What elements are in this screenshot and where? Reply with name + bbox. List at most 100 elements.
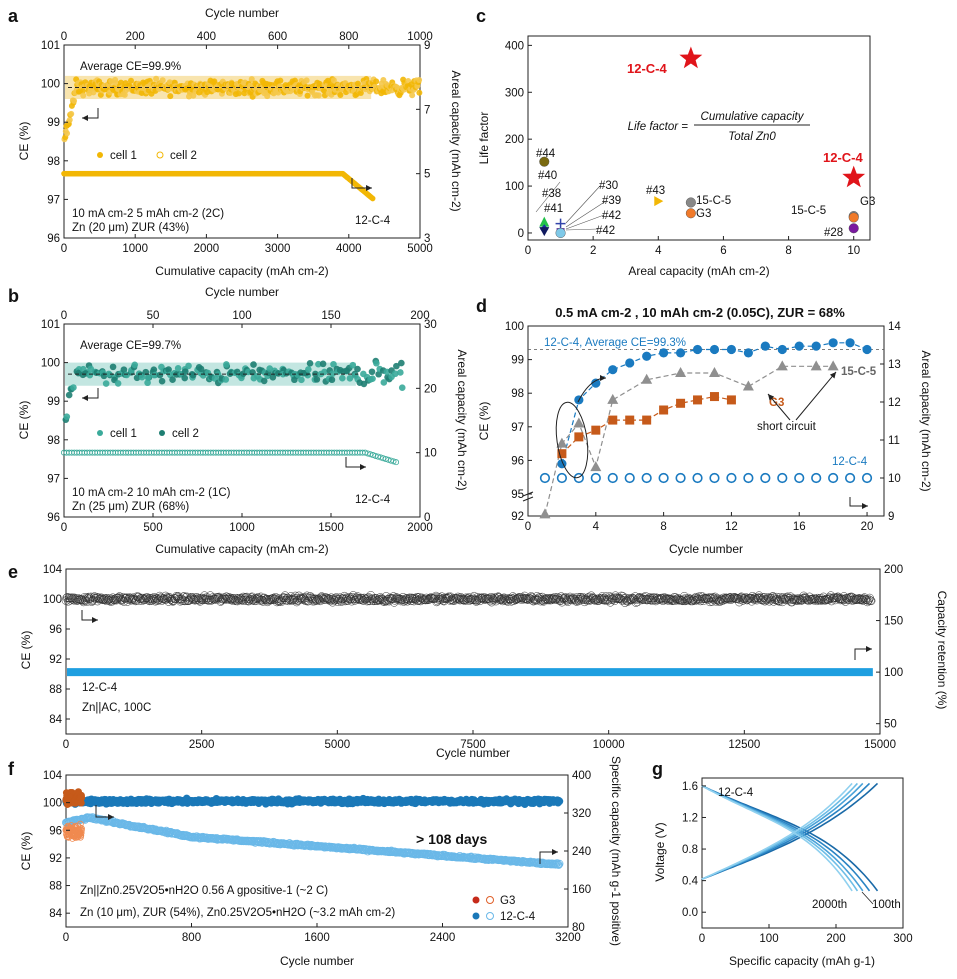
ce-point: [298, 376, 305, 384]
ce-point: [612, 593, 622, 602]
ce-point: [305, 366, 312, 373]
ce-point: [233, 594, 243, 603]
legend-a-cell1: cell 1: [110, 150, 137, 162]
point-G3: [709, 392, 719, 402]
panel-f-cap-axis-arrow: [539, 849, 558, 864]
panel-d-ellipse: [555, 401, 589, 479]
panel-a-series-name: 12-C-4: [355, 215, 391, 227]
ce-point: [219, 593, 229, 602]
panel-c-y-label: Life factor: [477, 112, 491, 165]
panel-e-xtick-label: 5000: [325, 739, 351, 751]
point-G3: [608, 415, 618, 425]
ce-point: [293, 595, 303, 605]
point-capacity: [794, 472, 805, 484]
ce-point: [416, 89, 423, 96]
point-#43: [654, 196, 664, 207]
ce-point: [559, 594, 569, 603]
panel-d-cap-axis-arrow: [849, 497, 868, 509]
ce-point: [463, 594, 472, 603]
panel-d-label-short-circuit: short circuit: [757, 421, 817, 433]
panel-b-xtick-label: 500: [143, 522, 162, 534]
point-capacity: [539, 472, 551, 484]
ce-point: [662, 593, 671, 603]
ce-point: [115, 592, 124, 601]
ce-point: [354, 365, 361, 373]
ce-point: [151, 371, 159, 379]
ce-point: [77, 595, 86, 605]
ce-point: [319, 360, 327, 368]
capacity-point: [369, 195, 376, 202]
ce-point: [398, 359, 405, 367]
panel-e-xtick-label: 0: [63, 739, 69, 751]
panel-f-y2-label: Specific capacity (mAh g-1 positive): [609, 756, 623, 946]
g3-capacity-point: [77, 831, 85, 839]
panel-a-x2tick-label: 0: [61, 31, 67, 43]
point-15-C-5: [810, 360, 822, 371]
panel-c-formula-lhs: Life factor =: [628, 121, 689, 133]
ce-point: [138, 373, 146, 381]
point-#41: [539, 227, 550, 237]
ce-point: [516, 595, 526, 604]
panel-f-ytick-label: 96: [49, 825, 62, 837]
panel-e-note-1: 12-C-4: [82, 682, 118, 694]
point-capacity: [641, 472, 652, 484]
ce-point: [291, 77, 298, 84]
panel-a-letter: a: [8, 6, 19, 26]
ce-point: [801, 594, 811, 603]
panel-f-ytick-label: 88: [49, 881, 62, 893]
panel-a-y2tick-label: 9: [424, 40, 430, 52]
ce-point: [234, 595, 244, 604]
panel-d-y2tick-label: 12: [888, 397, 901, 409]
panel-g-xtick-label: 100: [759, 933, 778, 945]
ce-point: [658, 593, 667, 603]
panel-c-label-12c4-top: 12-C-4: [627, 61, 668, 76]
capacity-point: [385, 456, 392, 463]
panel-d-label-cap: 12-C-4: [832, 456, 868, 468]
panel-e-y2tick-label: 50: [884, 719, 897, 731]
panel-c-label-39: #39: [602, 195, 621, 207]
ce-point: [711, 597, 721, 606]
ce-point: [644, 595, 653, 604]
ce-point: [401, 594, 411, 603]
ce-point: [627, 595, 636, 604]
ce-point: [109, 363, 117, 371]
ce-point: [169, 596, 178, 605]
ce-point: [247, 593, 256, 602]
panel-a-xtick-label: 2000: [194, 243, 220, 255]
ce-point: [512, 594, 521, 604]
panel-c-label-g3-mid: G3: [696, 208, 711, 220]
g3-capacity-point: [77, 829, 85, 837]
point-capacity: [844, 472, 856, 484]
point-G3: [693, 395, 703, 405]
legend-a-cell2-marker: [156, 151, 164, 159]
ce-point: [570, 595, 580, 604]
panel-g-ytick-label: 0.8: [682, 844, 698, 856]
point-G3: [848, 212, 859, 223]
panel-a-x2tick-label: 200: [126, 31, 145, 43]
ce-point: [127, 77, 134, 84]
panel-b-y2tick-label: 0: [424, 512, 430, 524]
ce-point: [64, 130, 71, 137]
panel-b-xtick-label: 2000: [407, 522, 433, 534]
ce-point: [274, 594, 283, 603]
ce-point: [721, 595, 730, 604]
panel-f-note-1: Zn||Zn0.25V2O5•nH2O 0.56 A gpositive-1 (…: [80, 885, 328, 897]
ce-point: [488, 593, 497, 603]
panel-a-x2tick-label: 1000: [407, 31, 433, 43]
g3-capacity-point: [78, 825, 85, 833]
panel-f-xtick-label: 2400: [430, 932, 456, 944]
ce-point: [400, 596, 410, 605]
ce-point: [230, 595, 240, 605]
panel-b-ytick-label: 98: [47, 435, 60, 447]
panel-a-cap-axis-arrow: [351, 178, 372, 191]
panel-c-ytick-label: 100: [505, 181, 524, 193]
point-capacity: [726, 472, 737, 484]
panel-e-note-2: Zn||AC, 100C: [82, 702, 151, 714]
capacity-point: [372, 452, 379, 459]
panel-d-xtick-label: 8: [660, 521, 666, 533]
ce-point: [244, 596, 253, 606]
point-12-C-4: [625, 358, 635, 368]
panel-d: d 0.5 mA cm-2 , 10 mAh cm-2 (0.05C), ZUR…: [476, 296, 933, 556]
ce-point: [169, 376, 176, 383]
